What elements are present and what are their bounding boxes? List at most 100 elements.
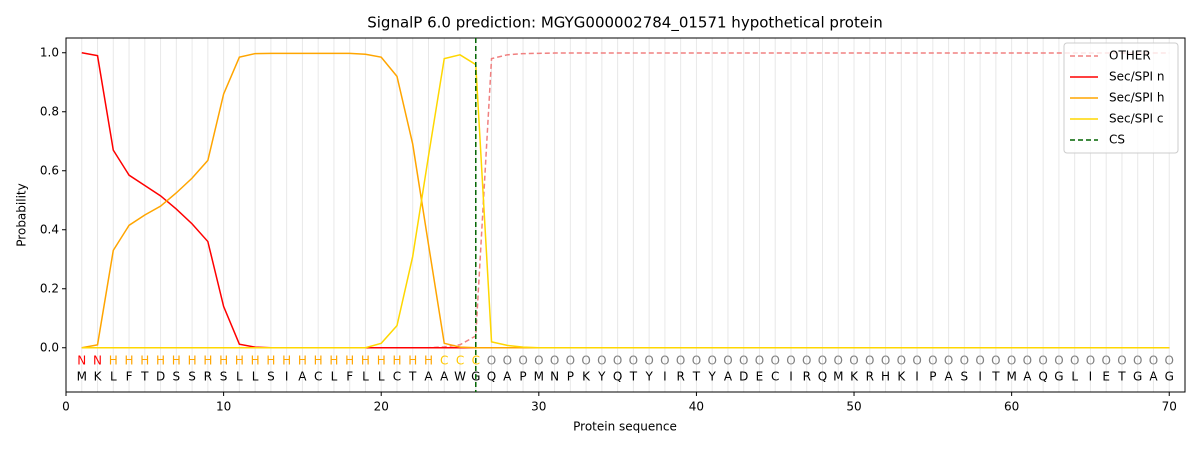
residue: L (110, 370, 117, 384)
residue: K (94, 370, 103, 384)
x-tick-label: 0 (62, 400, 70, 414)
residue: M (77, 370, 87, 384)
state-label: H (125, 354, 134, 368)
state-label: H (361, 354, 370, 368)
residue: P (567, 370, 574, 384)
residue: I (978, 370, 982, 384)
residue: T (140, 370, 149, 384)
series-line (81, 54, 1170, 349)
residue: Y (597, 370, 606, 384)
state-label: O (944, 354, 953, 368)
series-line (81, 52, 1170, 349)
state-label: O (1086, 354, 1095, 368)
state-label: H (345, 354, 354, 368)
residue: I (915, 370, 919, 384)
residue: F (346, 370, 353, 384)
state-label: O (503, 354, 512, 368)
residue: A (298, 370, 307, 384)
residue: R (803, 370, 811, 384)
residue: I (663, 370, 667, 384)
x-tick-label: 20 (374, 400, 389, 414)
legend-label: Sec/SPI c (1109, 112, 1163, 126)
state-label: O (786, 354, 795, 368)
state-label: N (93, 354, 102, 368)
state-label: O (692, 354, 701, 368)
state-label: O (912, 354, 921, 368)
state-label: O (818, 354, 827, 368)
legend-label: Sec/SPI n (1109, 70, 1164, 84)
state-label: O (1007, 354, 1016, 368)
residue: L (236, 370, 243, 384)
y-tick-label: 1.0 (40, 45, 59, 59)
residue: D (156, 370, 165, 384)
state-label: O (928, 354, 937, 368)
state-label: O (597, 354, 606, 368)
residue: C (393, 370, 401, 384)
residue: C (314, 370, 322, 384)
state-label: H (156, 354, 165, 368)
state-label: O (1117, 354, 1126, 368)
state-label: H (140, 354, 149, 368)
state-label: O (881, 354, 890, 368)
state-label: H (314, 354, 323, 368)
x-tick-label: 10 (216, 400, 231, 414)
state-label: H (408, 354, 417, 368)
legend-label: OTHER (1109, 49, 1151, 63)
residue: Y (708, 370, 717, 384)
y-tick-label: 0.2 (40, 281, 59, 295)
state-label: H (424, 354, 433, 368)
residue: Q (487, 370, 496, 384)
state-label: O (518, 354, 527, 368)
residue: A (440, 370, 449, 384)
residue: I (789, 370, 793, 384)
state-label: H (251, 354, 260, 368)
residue: C (771, 370, 779, 384)
residue: T (991, 370, 1000, 384)
residue: A (1023, 370, 1032, 384)
residue: G (1133, 370, 1142, 384)
state-label: O (865, 354, 874, 368)
residue: P (929, 370, 936, 384)
legend-label: CS (1109, 133, 1125, 147)
state-label: O (739, 354, 748, 368)
residue: S (220, 370, 228, 384)
state-label: O (1165, 354, 1174, 368)
legend-box (1063, 42, 1179, 154)
residue: I (285, 370, 289, 384)
state-label: H (203, 354, 212, 368)
residue: L (331, 370, 338, 384)
residue: D (739, 370, 748, 384)
residue: T (1117, 370, 1126, 384)
state-label: H (392, 354, 401, 368)
residue: G (1165, 370, 1174, 384)
state-label: O (1070, 354, 1079, 368)
state-label: H (219, 354, 228, 368)
state-label: C (440, 354, 448, 368)
residue: K (850, 370, 859, 384)
state-label: O (644, 354, 653, 368)
x-tick-label: 60 (1004, 400, 1019, 414)
residue: S (188, 370, 196, 384)
state-label: H (377, 354, 386, 368)
residue: F (126, 370, 133, 384)
y-tick-label: 0.8 (40, 104, 59, 118)
state-label: O (1133, 354, 1142, 368)
residue: N (550, 370, 559, 384)
state-label: H (109, 354, 118, 368)
residue: M (1006, 370, 1016, 384)
state-label: O (1101, 354, 1110, 368)
residue: E (756, 370, 764, 384)
residue: A (944, 370, 953, 384)
x-axis-label: Protein sequence (573, 420, 677, 434)
state-label: O (534, 354, 543, 368)
residue: G (1054, 370, 1063, 384)
residue: R (866, 370, 874, 384)
state-label: H (282, 354, 291, 368)
state-label: C (456, 354, 464, 368)
state-label: H (188, 354, 197, 368)
residue: R (204, 370, 212, 384)
x-tick-label: 40 (689, 400, 704, 414)
residue: Q (1038, 370, 1047, 384)
residue: S (961, 370, 969, 384)
residue: I (1089, 370, 1093, 384)
